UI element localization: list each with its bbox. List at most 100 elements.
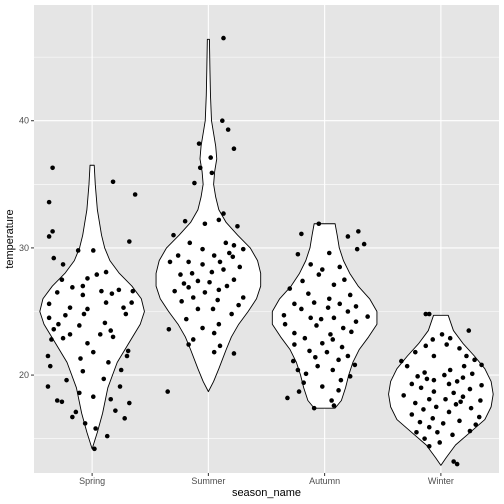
data-point	[217, 343, 223, 349]
data-point	[320, 384, 325, 389]
data-point	[64, 377, 69, 383]
data-point	[345, 234, 351, 239]
y-tick-label: 30	[19, 243, 29, 253]
data-point	[342, 277, 347, 283]
data-point	[103, 269, 109, 275]
data-point	[132, 192, 138, 197]
data-point	[116, 287, 122, 293]
data-point	[337, 264, 343, 270]
data-point	[453, 402, 459, 407]
data-point	[315, 363, 320, 369]
data-point	[202, 221, 208, 227]
data-point	[99, 288, 104, 294]
data-point	[430, 416, 436, 421]
data-point	[426, 443, 432, 449]
data-point	[409, 381, 415, 387]
data-point	[287, 286, 293, 291]
data-point	[50, 229, 55, 234]
data-point	[308, 315, 313, 321]
data-point	[217, 259, 223, 265]
x-tick-label: Winter	[428, 476, 454, 486]
x-tick-label: Autumn	[309, 476, 340, 486]
data-point	[171, 232, 176, 238]
data-point	[165, 389, 170, 394]
data-point	[49, 337, 54, 342]
data-point	[466, 328, 472, 333]
data-point	[336, 388, 341, 393]
data-point	[365, 314, 370, 319]
data-point	[231, 146, 237, 152]
data-point	[404, 363, 410, 369]
data-point	[413, 400, 418, 406]
data-point	[231, 243, 237, 248]
data-point	[130, 288, 136, 294]
data-point	[80, 368, 86, 374]
data-point	[347, 374, 353, 379]
data-point	[208, 155, 213, 160]
data-point	[450, 432, 455, 438]
data-point	[422, 436, 427, 441]
data-point	[59, 277, 65, 283]
data-point	[290, 358, 296, 364]
data-point	[433, 404, 439, 410]
data-point	[78, 356, 83, 361]
data-point	[85, 306, 90, 312]
data-point	[46, 199, 52, 205]
data-point	[338, 377, 344, 383]
data-point	[306, 291, 311, 296]
data-point	[97, 332, 103, 337]
data-point	[295, 251, 301, 257]
jitter-points	[45, 35, 484, 467]
data-point	[431, 353, 437, 359]
data-point	[220, 118, 225, 124]
data-point	[308, 262, 313, 267]
data-point	[326, 250, 332, 256]
data-point	[75, 248, 81, 253]
data-point	[229, 311, 234, 317]
data-point	[318, 316, 324, 322]
data-point	[451, 459, 456, 464]
data-point	[325, 305, 331, 310]
data-point	[221, 211, 226, 216]
data-point	[183, 316, 189, 322]
data-point	[299, 231, 304, 237]
data-point	[331, 403, 337, 408]
data-point	[106, 360, 111, 365]
data-point	[299, 306, 304, 312]
data-point	[81, 311, 87, 317]
data-point	[296, 389, 302, 394]
data-point	[223, 240, 229, 246]
data-point	[166, 326, 172, 332]
y-axis: 20 30 40	[19, 116, 34, 380]
data-point	[189, 271, 195, 276]
data-point	[104, 433, 110, 439]
data-point	[307, 348, 312, 354]
data-point	[353, 304, 359, 309]
data-point	[70, 414, 75, 420]
data-point	[446, 409, 452, 415]
violin-autumn	[271, 223, 378, 409]
data-point	[324, 349, 330, 355]
data-point	[451, 390, 456, 396]
data-point	[313, 354, 318, 360]
data-point	[200, 325, 205, 331]
data-point	[442, 372, 447, 378]
data-point	[417, 419, 423, 425]
data-point	[60, 262, 66, 267]
data-point	[230, 254, 236, 260]
data-point	[167, 259, 173, 265]
data-point	[196, 141, 202, 146]
data-point	[90, 349, 96, 355]
data-point	[339, 344, 345, 350]
data-point	[67, 332, 73, 337]
data-point	[46, 301, 52, 307]
data-point	[457, 346, 462, 351]
data-point	[430, 337, 436, 342]
data-point	[330, 367, 336, 373]
data-point	[186, 259, 191, 265]
data-point	[227, 250, 232, 256]
data-point	[295, 367, 301, 373]
data-point	[186, 342, 191, 347]
data-point	[187, 240, 193, 246]
